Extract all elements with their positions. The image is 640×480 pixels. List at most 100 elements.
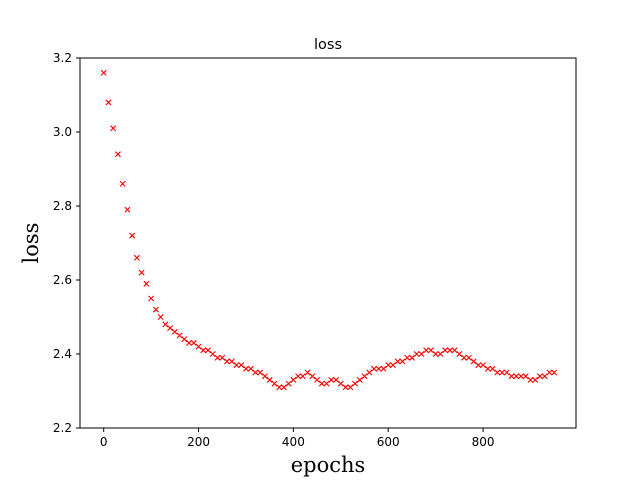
data-point — [394, 358, 401, 365]
data-point — [105, 99, 112, 106]
data-point — [352, 380, 359, 387]
data-point — [238, 362, 245, 369]
data-point — [152, 306, 159, 313]
data-point — [295, 373, 302, 380]
data-point — [304, 369, 311, 376]
data-points — [100, 69, 558, 391]
data-point — [167, 325, 174, 332]
data-point — [451, 347, 458, 354]
data-point — [252, 369, 259, 376]
data-point — [318, 380, 325, 387]
data-point — [389, 362, 396, 369]
data-point — [527, 376, 534, 383]
data-point — [375, 365, 382, 372]
data-point — [176, 332, 183, 339]
data-point — [290, 376, 297, 383]
data-point — [309, 373, 316, 380]
data-point — [489, 365, 496, 372]
data-point — [480, 362, 487, 369]
x-axis-label: epochs — [291, 453, 366, 477]
data-point — [219, 354, 226, 361]
data-point — [110, 125, 117, 132]
data-point — [513, 373, 520, 380]
data-point — [143, 280, 150, 287]
data-point — [418, 351, 425, 357]
data-point — [541, 373, 548, 380]
data-point — [413, 351, 420, 357]
data-point — [551, 369, 558, 376]
data-point — [261, 373, 268, 380]
data-point — [157, 314, 164, 320]
data-point — [233, 362, 240, 369]
data-point — [214, 354, 221, 361]
chart-title: loss — [314, 37, 342, 53]
plot-frame — [79, 57, 577, 429]
data-point — [266, 376, 273, 383]
data-point — [138, 269, 145, 276]
data-point — [328, 376, 335, 383]
data-point — [276, 384, 283, 391]
data-point — [195, 343, 202, 350]
y-axis-label: loss — [19, 223, 43, 264]
data-point — [124, 206, 131, 213]
data-point — [461, 354, 468, 361]
y-tick-label: 2.6 — [53, 273, 72, 287]
data-point — [271, 380, 278, 387]
data-point — [371, 365, 377, 372]
data-point — [456, 351, 463, 357]
data-point — [181, 336, 188, 343]
data-point — [242, 365, 249, 372]
data-point — [408, 354, 415, 361]
data-point — [432, 351, 439, 357]
y-tick-label: 2.4 — [53, 347, 72, 361]
data-point — [280, 384, 287, 391]
y-tick-label: 3.0 — [53, 125, 72, 139]
x-tick-label: 600 — [377, 435, 400, 449]
data-point — [171, 328, 178, 335]
data-point — [347, 384, 354, 391]
data-point — [247, 365, 254, 372]
data-point — [532, 376, 539, 383]
data-point — [209, 351, 216, 357]
data-point — [114, 151, 121, 158]
data-point — [129, 232, 136, 239]
y-axis-ticks: 2.2 2.4 2.6 2.8 3.0 3.2 — [53, 51, 80, 435]
data-point — [299, 373, 306, 380]
data-point — [404, 354, 411, 361]
data-point — [162, 321, 169, 328]
x-tick-label: 400 — [282, 435, 305, 449]
data-point — [499, 369, 506, 376]
data-point — [508, 373, 515, 380]
x-tick-label: 200 — [187, 435, 210, 449]
data-point — [133, 254, 140, 261]
data-point — [100, 69, 107, 76]
data-point — [356, 376, 363, 383]
data-point — [228, 358, 235, 365]
data-point — [546, 369, 553, 376]
data-point — [475, 362, 482, 369]
data-point — [323, 380, 330, 387]
data-point — [186, 339, 193, 346]
x-tick-label: 0 — [100, 435, 108, 449]
data-point — [361, 373, 368, 380]
data-point — [190, 339, 197, 346]
data-point — [257, 369, 264, 376]
data-point — [442, 347, 449, 354]
x-tick-label: 800 — [472, 435, 495, 449]
data-point — [385, 362, 392, 369]
data-point — [536, 373, 543, 380]
data-point — [200, 347, 207, 354]
data-point — [119, 180, 126, 187]
y-tick-label: 2.8 — [53, 199, 72, 213]
data-point — [494, 369, 501, 376]
data-point — [503, 369, 510, 376]
data-point — [224, 358, 230, 365]
y-tick-label: 2.2 — [53, 421, 72, 435]
data-point — [399, 358, 406, 365]
data-point — [380, 365, 387, 372]
data-point — [205, 347, 212, 354]
data-point — [484, 365, 491, 372]
data-point — [522, 373, 529, 380]
data-point — [437, 351, 444, 357]
